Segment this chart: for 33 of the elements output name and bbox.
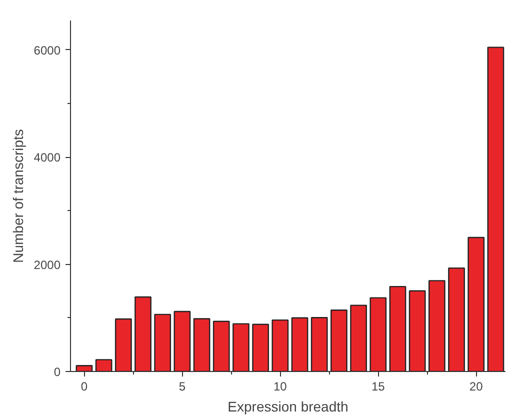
x-tick-label: 15 — [371, 380, 386, 394]
bar — [193, 318, 210, 372]
bar — [448, 267, 465, 372]
x-tick-label: 5 — [178, 380, 186, 394]
bar — [310, 317, 328, 372]
bar — [154, 314, 172, 372]
bar — [428, 280, 446, 372]
bar — [487, 46, 504, 372]
bar — [408, 290, 426, 372]
bar — [232, 323, 250, 372]
x-axis-title: Expression breadth — [228, 398, 348, 414]
y-tick-label: 4000 — [34, 150, 61, 165]
bar — [134, 296, 152, 372]
y-axis-title: Number of transcripts — [10, 129, 26, 263]
bar — [212, 320, 230, 372]
bar — [468, 236, 485, 372]
x-tick-label: 10 — [273, 380, 288, 394]
bar — [76, 365, 93, 372]
bar — [272, 319, 289, 372]
bar — [174, 310, 191, 372]
bar — [114, 318, 132, 372]
y-tick-label: 0 — [54, 365, 61, 379]
bar — [291, 317, 308, 372]
bar — [370, 297, 387, 372]
x-tick-label: 0 — [80, 380, 88, 394]
y-tick-label: 2000 — [34, 258, 61, 272]
bar — [350, 304, 367, 372]
x-tick-label: 20 — [469, 380, 484, 394]
bar — [252, 324, 270, 372]
y-tick-label: 6000 — [34, 43, 61, 58]
bar — [389, 286, 406, 372]
bar — [95, 359, 112, 372]
bar — [330, 310, 348, 372]
